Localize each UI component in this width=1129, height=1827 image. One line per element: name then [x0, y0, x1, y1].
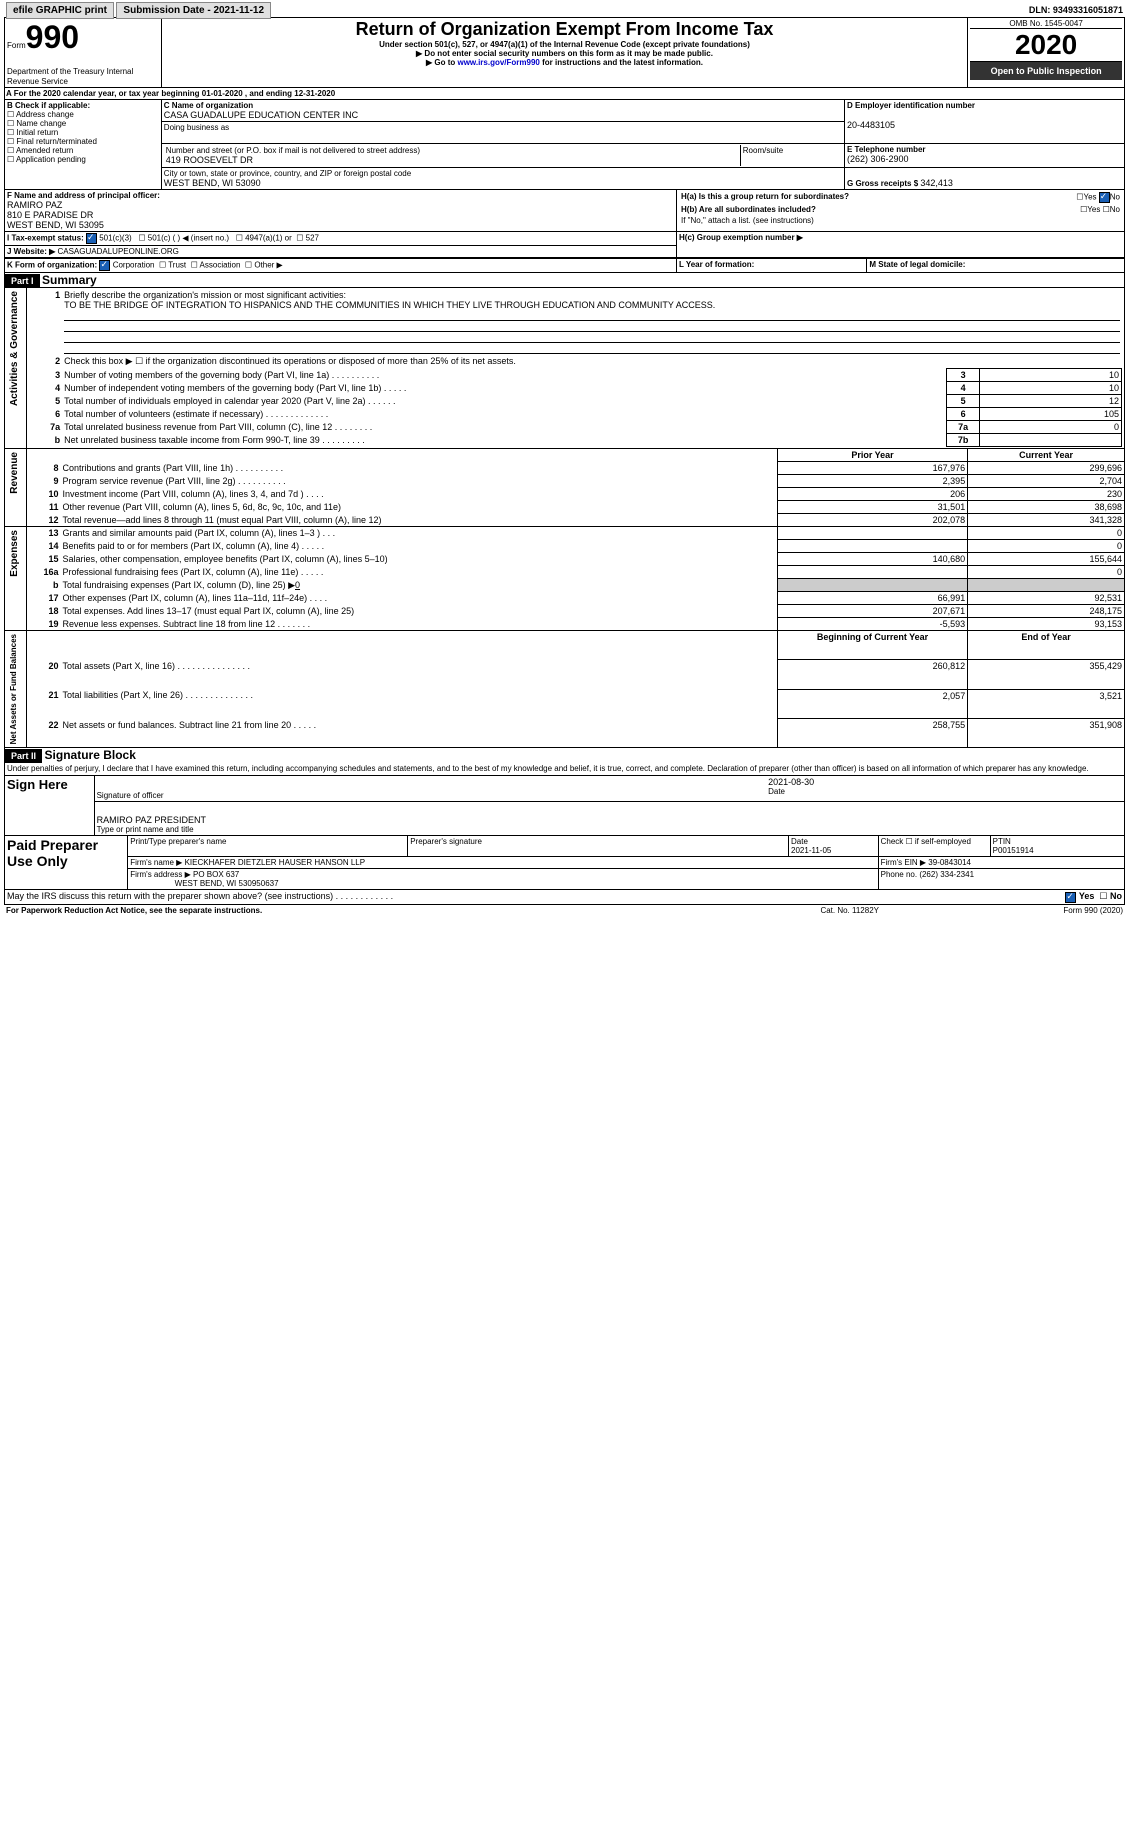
topbar: efile GRAPHIC print Submission Date - 20…: [4, 4, 1125, 17]
mission-text: TO BE THE BRIDGE OF INTEGRATION TO HISPA…: [64, 300, 715, 310]
irs-link[interactable]: www.irs.gov/Form990: [457, 58, 539, 67]
footer: For Paperwork Reduction Act Notice, see …: [4, 905, 1125, 916]
chk-amend[interactable]: ☐ Amended return: [7, 146, 159, 155]
chk-name[interactable]: ☐ Name change: [7, 119, 159, 128]
part1-tag: Part I: [5, 274, 40, 288]
chk-init[interactable]: ☐ Initial return: [7, 128, 159, 137]
form-title: Return of Organization Exempt From Incom…: [164, 19, 965, 40]
sign-block: Sign Here Signature of officer 2021-08-3…: [4, 776, 1125, 836]
gross-receipts: 342,413: [920, 178, 953, 188]
paid-prep-block: Paid Preparer Use Only Print/Type prepar…: [4, 836, 1125, 890]
dept-text: Department of the Treasury Internal Reve…: [7, 67, 133, 86]
irs-discuss: May the IRS discuss this return with the…: [4, 890, 1125, 904]
side-netassets: Net Assets or Fund Balances: [7, 632, 20, 746]
chk-final[interactable]: ☐ Final return/terminated: [7, 137, 159, 146]
chk-addr[interactable]: ☐ Address change: [7, 110, 159, 119]
subdate-button: Submission Date - 2021-11-12: [116, 2, 271, 19]
tax-year: 2020: [970, 29, 1122, 62]
efile-button[interactable]: efile GRAPHIC print: [6, 2, 114, 19]
ein: 20-4483105: [847, 120, 1122, 130]
website: CASAGUADALUPEONLINE.ORG: [57, 247, 178, 256]
form-number: 990: [26, 19, 79, 55]
side-activities: Activities & Governance: [7, 289, 22, 408]
side-expenses: Expenses: [7, 528, 22, 579]
klm-row: K Form of organization: Corporation ☐ Tr…: [4, 258, 1125, 273]
line-a: A For the 2020 calendar year, or tax yea…: [4, 88, 1125, 100]
fhblock: F Name and address of principal officer:…: [4, 190, 1125, 258]
org-name: CASA GUADALUPE EDUCATION CENTER INC: [164, 110, 842, 120]
part2-tag: Part II: [5, 749, 42, 763]
side-revenue: Revenue: [7, 450, 22, 496]
phone: (262) 306-2900: [847, 154, 1122, 164]
header-block: Form990 Department of the Treasury Inter…: [4, 17, 1125, 88]
entity-block: B Check if applicable: ☐ Address change …: [4, 100, 1125, 190]
summary-table: Activities & Governance 1Briefly describ…: [4, 287, 1125, 748]
chk-pend[interactable]: ☐ Application pending: [7, 155, 159, 164]
